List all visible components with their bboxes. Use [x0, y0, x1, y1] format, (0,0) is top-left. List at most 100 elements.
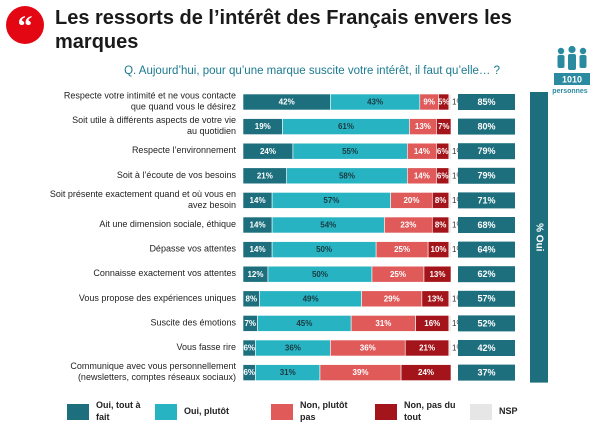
data-label: 36%: [360, 344, 376, 353]
data-label: 25%: [394, 245, 410, 254]
bar-segment: [423, 265, 452, 283]
oui-total-label: 37%: [477, 367, 495, 377]
oui-total-box: [458, 118, 515, 135]
category-label: Soit utile à différents aspects de votre…: [72, 115, 236, 136]
data-label: 14%: [414, 147, 430, 156]
data-label: 14%: [250, 245, 266, 254]
data-label: 21%: [419, 344, 435, 353]
oui-total-label: 85%: [477, 97, 495, 107]
bar-segment: [448, 290, 452, 308]
category-label: Suscite des émotions: [150, 318, 236, 328]
oui-total-box: [458, 364, 515, 381]
oui-total-box: [458, 241, 515, 258]
data-label: 9%: [423, 98, 435, 107]
data-label: 16%: [424, 319, 440, 328]
legend-label: Non, plutôt pas: [300, 400, 347, 422]
data-label: 1%: [452, 196, 464, 205]
data-label: 24%: [418, 368, 434, 377]
data-label: 14%: [250, 221, 266, 230]
legend-label: Oui, plutôt: [184, 406, 229, 416]
legend-label: Oui, tout à fait: [96, 400, 141, 422]
data-label: 25%: [390, 270, 406, 279]
oui-total-label: 79%: [477, 171, 495, 181]
oui-total-label: 57%: [477, 294, 495, 304]
bar-segment: [448, 192, 452, 209]
oui-total-box: [458, 290, 515, 307]
data-label: 8%: [435, 221, 447, 230]
data-label: 31%: [280, 368, 296, 377]
quote-mark-glyph: “: [17, 10, 33, 43]
data-label: 20%: [403, 196, 419, 205]
oui-total-header: % Oui: [533, 223, 544, 252]
data-label: 19%: [255, 122, 271, 131]
oui-total-box: [458, 143, 515, 160]
data-label: 29%: [384, 294, 400, 303]
data-label: 55%: [342, 147, 358, 156]
bar-segment: [448, 167, 452, 185]
data-label: 31%: [375, 319, 391, 328]
oui-total-box: [458, 192, 515, 209]
data-label: 6%: [243, 368, 255, 377]
data-label: 43%: [367, 98, 383, 107]
data-label: 42%: [279, 98, 295, 107]
data-label: 13%: [415, 122, 431, 131]
data-label: 61%: [338, 122, 354, 131]
data-label: 8%: [246, 294, 258, 303]
page-title: Les ressorts de l’intérêt des Français e…: [55, 7, 512, 53]
logo-number: 1010: [562, 75, 582, 85]
data-label: 1%: [452, 319, 464, 328]
oui-total-label: 62%: [477, 269, 495, 279]
data-label: 36%: [285, 344, 301, 353]
data-label: 1%: [452, 221, 464, 230]
survey-question: Q. Aujourd’hui, pour qu’une marque susci…: [124, 65, 500, 77]
category-label: Ait une dimension sociale, éthique: [99, 219, 236, 229]
category-label: Soit présente exactement quand et où vou…: [50, 189, 236, 210]
category-label: Vous fasse rire: [176, 342, 236, 352]
legend-label: NSP: [499, 406, 518, 416]
legend-swatch: [67, 404, 89, 420]
category-label: Respecte votre intimité et ne vous conta…: [64, 91, 237, 112]
data-label: 7%: [438, 122, 450, 131]
data-label: 5%: [438, 98, 450, 107]
oui-total-label: 52%: [477, 318, 495, 328]
oui-total-label: 71%: [477, 195, 495, 205]
data-label: 24%: [260, 147, 276, 156]
people-logo-icon: 1010: [554, 45, 590, 85]
logo-label: personnes: [552, 88, 588, 95]
data-label: 1%: [452, 294, 464, 303]
oui-total-label: 42%: [477, 343, 495, 353]
legend-swatch: [155, 404, 177, 420]
data-label: 23%: [400, 221, 416, 230]
quote-mark-icon: “: [6, 6, 44, 44]
oui-total-box: [458, 217, 515, 233]
data-label: 8%: [435, 196, 447, 205]
data-label: 57%: [323, 196, 339, 205]
category-label: Vous propose des expériences uniques: [79, 293, 237, 303]
oui-total-label: 68%: [477, 220, 495, 230]
category-label: Respecte l’environnement: [132, 146, 237, 156]
data-label: 6%: [437, 171, 449, 180]
data-label: 1%: [452, 147, 464, 156]
oui-total-box: [458, 266, 515, 283]
bar-segment: [448, 216, 452, 234]
oui-total-box: [458, 340, 515, 356]
data-label: 50%: [312, 270, 328, 279]
legend-label: Non, pas du tout: [404, 400, 456, 422]
oui-total-label: 79%: [477, 146, 495, 156]
legend-swatch: [271, 404, 293, 420]
data-label: 13%: [427, 294, 443, 303]
data-label: 1%: [452, 245, 464, 254]
data-label: 54%: [320, 221, 336, 230]
data-label: 14%: [250, 196, 266, 205]
data-label: 49%: [303, 294, 319, 303]
data-label: 39%: [353, 368, 369, 377]
bar-segment: [436, 118, 452, 135]
data-label: 58%: [339, 171, 355, 180]
bar-segment: [448, 142, 452, 160]
oui-total-label: 80%: [477, 121, 495, 131]
oui-total-box: [458, 315, 515, 332]
data-label: 12%: [247, 270, 263, 279]
bar-segment: [448, 339, 452, 357]
oui-total-box: [458, 94, 515, 110]
